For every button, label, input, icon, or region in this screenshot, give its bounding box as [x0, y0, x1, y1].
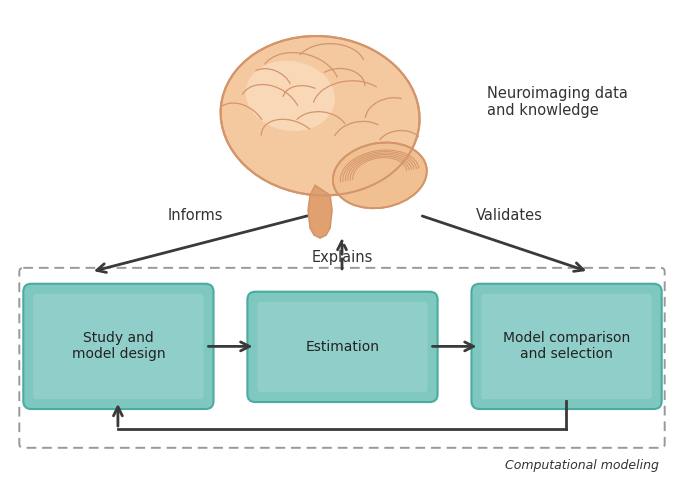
Text: Model comparison
and selection: Model comparison and selection [503, 331, 630, 361]
Text: Study and
model design: Study and model design [72, 331, 165, 361]
Text: Explains: Explains [311, 250, 373, 265]
FancyBboxPatch shape [34, 294, 203, 399]
Text: Informs: Informs [168, 208, 223, 223]
FancyBboxPatch shape [258, 302, 427, 392]
FancyBboxPatch shape [482, 294, 651, 399]
FancyBboxPatch shape [471, 284, 662, 409]
FancyBboxPatch shape [247, 292, 438, 402]
PathPatch shape [308, 185, 332, 238]
FancyBboxPatch shape [23, 284, 214, 409]
Text: Neuroimaging data
and knowledge: Neuroimaging data and knowledge [488, 86, 628, 118]
Text: Estimation: Estimation [306, 340, 379, 354]
Text: Validates: Validates [476, 208, 543, 223]
Ellipse shape [221, 36, 419, 196]
Ellipse shape [333, 142, 427, 208]
Ellipse shape [246, 61, 335, 131]
Text: Computational modeling: Computational modeling [505, 459, 659, 472]
